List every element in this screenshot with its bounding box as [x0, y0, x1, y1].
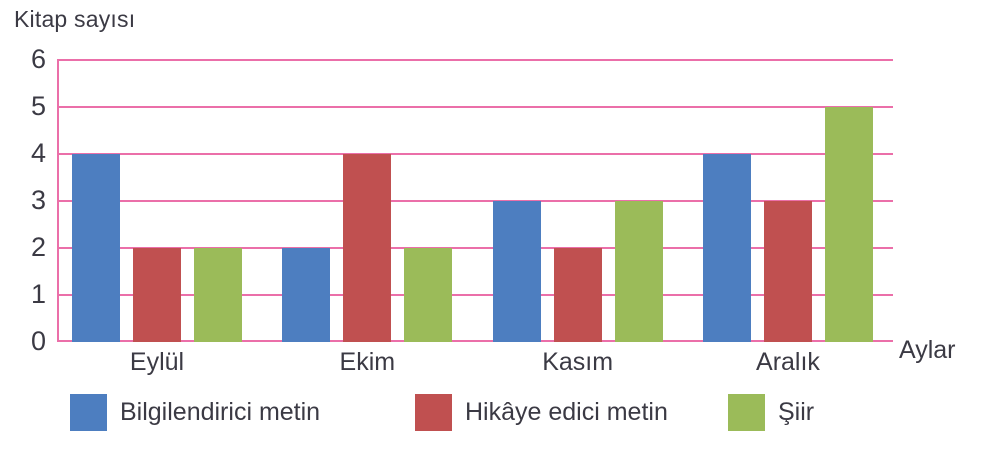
grid-line	[57, 294, 893, 296]
legend-item: Şiir	[728, 394, 814, 431]
x-axis-title: Aylar	[899, 336, 956, 364]
legend-item: Bilgilendirici metin	[70, 394, 320, 431]
grid-line	[57, 200, 893, 202]
y-tick-label: 0	[30, 326, 46, 356]
bar-group: Ekim	[282, 60, 453, 376]
bar	[702, 154, 751, 342]
bar	[404, 248, 453, 342]
bar-group: Kasım	[492, 60, 663, 376]
legend-label: Hikâye edici metin	[465, 398, 668, 426]
grid-line	[57, 106, 893, 108]
legend-label: Bilgilendirici metin	[120, 398, 321, 426]
grid-line	[57, 59, 893, 61]
y-tick-label: 1	[30, 279, 46, 309]
bar	[824, 107, 873, 342]
month-label: Ekim	[339, 348, 396, 376]
bar	[343, 154, 392, 342]
legend-swatch	[70, 394, 107, 431]
bar	[72, 154, 120, 342]
bar-group: Eylül	[72, 60, 242, 376]
y-tick-label: 2	[30, 232, 46, 262]
bar	[282, 248, 331, 342]
legend-swatch	[415, 394, 452, 431]
grid-line	[57, 340, 893, 342]
y-tick-label: 4	[30, 138, 46, 168]
month-label: Aralık	[756, 348, 820, 376]
grid-line	[57, 247, 893, 249]
plot-area: Eylül Ekim Kasım Aralık	[57, 59, 893, 376]
bars-layer: Eylül Ekim Kasım Aralık	[57, 60, 893, 376]
y-tick-label: 6	[30, 44, 46, 74]
legend-label: Şiir	[778, 398, 815, 426]
month-label: Eylül	[129, 348, 185, 376]
y-tick-label: 5	[30, 91, 46, 121]
legend: Bilgilendirici metin Hikâye edici metin Şi…	[0, 394, 981, 434]
legend-swatch	[728, 394, 765, 431]
bar	[133, 248, 181, 342]
bar	[763, 201, 812, 342]
y-tick-label: 3	[30, 185, 46, 215]
bar	[614, 201, 663, 342]
bar	[553, 248, 602, 342]
chart-title: Kitap sayısı	[14, 6, 136, 32]
month-label: Kasım	[542, 348, 614, 376]
bar	[194, 248, 242, 342]
bar	[492, 201, 541, 342]
y-axis-tick-labels: 0 1 2 3 4 5 6	[0, 46, 46, 355]
grid-line	[57, 153, 893, 155]
legend-item: Hikâye edici metin	[415, 394, 668, 431]
bar-group: Aralık	[702, 60, 873, 376]
